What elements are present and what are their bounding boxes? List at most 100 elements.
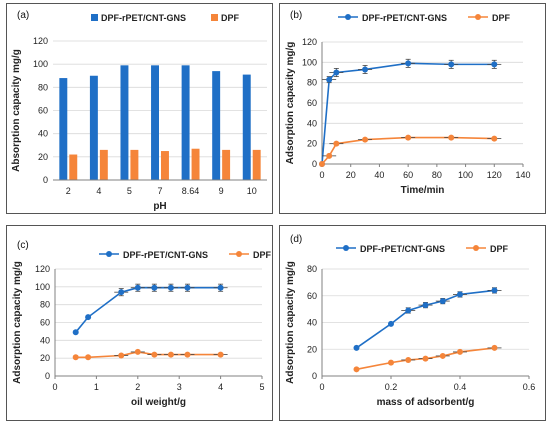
- data-point-composite: [134, 284, 141, 291]
- y-axis-title: Adsorption capacity mg/g: [12, 261, 23, 384]
- x-tick-label: 0.2: [385, 382, 398, 392]
- data-point-composite: [457, 291, 463, 298]
- y-tick-label: 20: [38, 152, 48, 162]
- y-tick-label: 80: [40, 300, 50, 310]
- panel-label: (a): [17, 10, 29, 21]
- data-point-dpf: [134, 348, 141, 355]
- bar-dpf: [252, 149, 261, 180]
- legend-swatch-dpf: [211, 14, 218, 21]
- data-point-dpf: [405, 356, 412, 363]
- y-tick-label: 40: [307, 318, 317, 328]
- data-point-composite: [85, 314, 92, 321]
- bar-dpf: [69, 154, 78, 180]
- panel-label: (b): [290, 10, 302, 21]
- bar-composite: [242, 74, 251, 180]
- x-tick-label: 80: [432, 170, 442, 180]
- bar-composite: [120, 65, 129, 180]
- x-tick-label: 40: [374, 170, 384, 180]
- bar-composite: [151, 65, 159, 180]
- series-line-dpf: [321, 136, 495, 165]
- legend-swatch-composite: [91, 14, 98, 21]
- y-tick-label: 100: [302, 57, 317, 67]
- x-tick-label: 60: [403, 170, 413, 180]
- data-point-composite: [405, 307, 412, 314]
- data-point-dpf: [151, 351, 158, 358]
- legend-marker-composite: [106, 251, 112, 257]
- data-point-composite: [405, 60, 412, 67]
- y-tick-label: 60: [40, 318, 50, 328]
- chart-panel-d: (d) 0 20 40 60 80 0 0.2 0.4 0.6 mass of adsorbent/…: [279, 225, 546, 421]
- legend-label-composite: DPF-rPET/CNT-GNS: [360, 244, 445, 254]
- x-axis-title: mass of adsorbent/g: [377, 397, 475, 408]
- x-tick-label: 5: [259, 382, 264, 392]
- y-tick-label: 120: [33, 36, 48, 46]
- bar-dpf: [130, 149, 139, 180]
- y-tick-label: 0: [312, 371, 317, 381]
- x-tick-label: 0: [319, 382, 324, 392]
- chart-svg: (a) 0 20 40 60 80 100 120 2 4 5 7 8.64 9 10 pH Absorptio…: [11, 10, 267, 212]
- data-point-dpf: [422, 355, 429, 362]
- chart-svg: (d) 0 20 40 60 80 0 0.2 0.4 0.6 mass of adsorbent/…: [285, 234, 536, 408]
- data-point-dpf: [319, 161, 325, 167]
- data-point-composite: [184, 284, 191, 291]
- data-point-composite: [388, 320, 394, 327]
- bar-composite: [181, 65, 190, 180]
- y-tick-label: 0: [312, 159, 317, 169]
- y-tick-label: 60: [38, 106, 48, 116]
- x-axis-title: pH: [153, 201, 166, 212]
- chart-svg: (c) 0 20 40 60 80 100 120 0 1 2 3 4 5 oil weight/g Adso…: [12, 240, 272, 408]
- data-point-composite: [167, 284, 174, 291]
- data-point-dpf: [85, 354, 92, 361]
- series-line-composite: [356, 289, 495, 349]
- legend-label-dpf: DPF: [492, 13, 511, 23]
- chart-panel-a: (a) 0 20 40 60 80 100 120 2 4 5 7 8.64 9 10 pH Absorptio…: [6, 3, 273, 214]
- x-tick-label: 0: [319, 170, 324, 180]
- panel-label: (c): [17, 240, 29, 251]
- y-axis-title: Adsorption capacity mg/g: [285, 42, 296, 165]
- data-point-dpf: [184, 351, 191, 358]
- legend-marker-composite: [345, 14, 351, 20]
- bar-composite: [212, 71, 221, 180]
- data-point-composite: [333, 69, 340, 76]
- x-tick-label: 20: [346, 170, 356, 180]
- y-tick-label: 40: [38, 129, 48, 139]
- x-tick-label: 0.4: [454, 382, 467, 392]
- data-point-composite: [362, 66, 369, 73]
- legend-label-composite: DPF-rPET/CNT-GNS: [123, 250, 208, 260]
- x-tick-label: 0.6: [523, 382, 536, 392]
- y-tick-label: 40: [40, 335, 50, 345]
- x-tick-label: 120: [487, 170, 502, 180]
- bar-composite: [59, 78, 68, 180]
- bar-dpf: [222, 149, 231, 180]
- legend-marker-dpf: [475, 14, 481, 20]
- data-point-composite: [448, 61, 455, 68]
- x-tick-label: 4: [218, 382, 223, 392]
- x-tick-label: 8.64: [182, 186, 200, 196]
- y-tick-label: 120: [35, 264, 50, 274]
- data-point-composite: [439, 298, 446, 305]
- bar-dpf: [161, 151, 169, 180]
- bar-dpf: [99, 149, 108, 180]
- data-point-dpf: [457, 348, 463, 355]
- chart-svg: (b) 0 20 40 60 80 100 120 0 20 40 60 80 100 120 140 Time…: [285, 10, 531, 196]
- data-point-dpf: [439, 352, 446, 359]
- data-point-dpf: [491, 135, 498, 142]
- y-tick-label: 60: [307, 291, 317, 301]
- x-axis-title: Time/min: [401, 185, 445, 196]
- chart-panel-b: (b) 0 20 40 60 80 100 120 0 20 40 60 80 100 120 140 Time…: [279, 3, 546, 214]
- legend-marker-dpf: [473, 245, 479, 251]
- y-tick-label: 60: [307, 98, 317, 108]
- y-tick-label: 120: [302, 37, 317, 47]
- data-point-dpf: [448, 134, 455, 141]
- x-tick-label: 2: [135, 382, 140, 392]
- data-point-dpf: [353, 366, 360, 373]
- y-axis-title: Absorption capacity mg/g: [11, 49, 22, 172]
- x-tick-label: 9: [219, 186, 224, 196]
- x-axis-title: oil weight/g: [131, 397, 186, 408]
- data-point-dpf: [167, 351, 174, 358]
- data-point-dpf: [118, 352, 125, 359]
- legend-label-dpf: DPF: [490, 244, 509, 254]
- data-point-dpf: [72, 354, 79, 361]
- legend-label-composite: DPF-rPET/CNT-GNS: [362, 13, 447, 23]
- x-tick-label: 2: [66, 186, 71, 196]
